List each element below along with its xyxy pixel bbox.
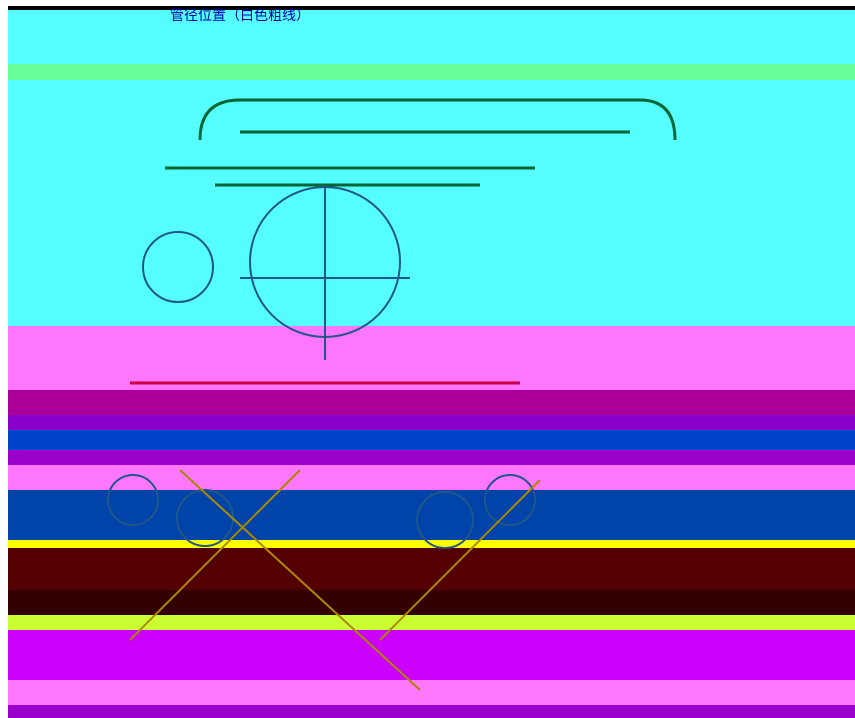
pipe-lines [165,98,677,187]
circle [107,474,159,526]
line [179,469,421,691]
circle [416,491,474,549]
band [8,450,855,465]
arc [198,98,677,141]
band [8,430,855,450]
band [8,490,855,540]
band [8,390,855,415]
band [8,415,855,430]
band [8,615,855,630]
band [8,465,855,490]
band [8,630,855,680]
band [8,326,855,390]
circle [484,474,536,526]
line [379,479,541,641]
label: 管径位置（白色粗线） [170,7,310,24]
circle [142,231,214,303]
band [8,680,855,705]
band [8,705,855,718]
band [8,548,855,590]
leaders [129,469,541,691]
band [8,6,855,10]
line [129,469,301,641]
band [8,64,855,80]
band [8,590,855,615]
sections [107,185,536,549]
